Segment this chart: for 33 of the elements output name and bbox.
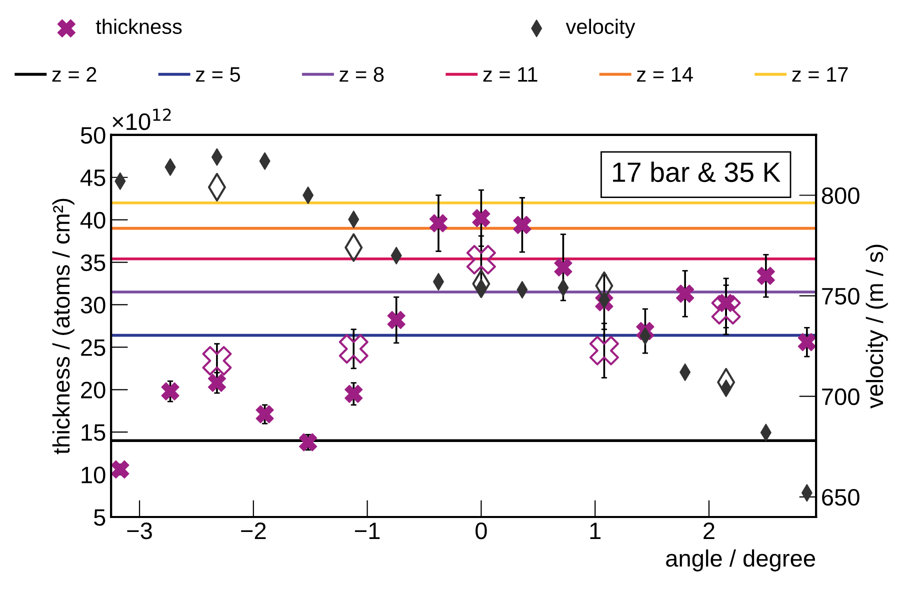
y-axis-title: thickness / (atoms / cm²) <box>52 198 74 454</box>
legend-label: z = 14 <box>637 67 693 82</box>
legend-label: velocity <box>566 18 636 38</box>
y-tick-label: 10 <box>82 466 106 484</box>
y2-tick-label: 750 <box>822 288 860 305</box>
legend-label: z = 2 <box>52 67 96 82</box>
y-tick-label: 50 <box>80 126 106 144</box>
y2-tick-label: 650 <box>822 488 860 506</box>
y2-axis-title: velocity / (m / s) <box>866 244 888 409</box>
y2-tick-label: 700 <box>822 388 860 406</box>
y-tick-label: 5 <box>94 509 106 526</box>
y-tick-label: 35 <box>80 254 106 272</box>
legend-label: thickness <box>96 18 182 34</box>
y-tick-label: 45 <box>80 170 106 186</box>
x-tick-label: 0 <box>476 522 487 540</box>
legend-label: z = 5 <box>196 67 240 82</box>
legend-label: z = 11 <box>483 67 538 82</box>
annotation: 17 bar & 35 K <box>613 162 780 182</box>
x-tick-label: 2 <box>704 522 714 539</box>
y-tick-label: 30 <box>80 296 106 314</box>
x-tick-label: −2 <box>241 522 266 539</box>
legend-label: z = 17 <box>792 67 848 82</box>
y-tick-label: 40 <box>80 212 106 229</box>
y2-tick-label: 800 <box>822 187 860 204</box>
x-tick-label: −3 <box>127 522 152 540</box>
text: ×10$^{12}$ <box>112 108 171 130</box>
y-tick-label: 25 <box>81 339 106 356</box>
x-tick-label: −1 <box>355 522 380 539</box>
legend-label: z = 8 <box>340 67 384 82</box>
y-tick-label: 15 <box>82 424 106 441</box>
y-tick-label: 20 <box>81 382 106 398</box>
x-axis-title: angle / degree <box>666 549 816 572</box>
x-tick-label: 1 <box>590 522 600 539</box>
